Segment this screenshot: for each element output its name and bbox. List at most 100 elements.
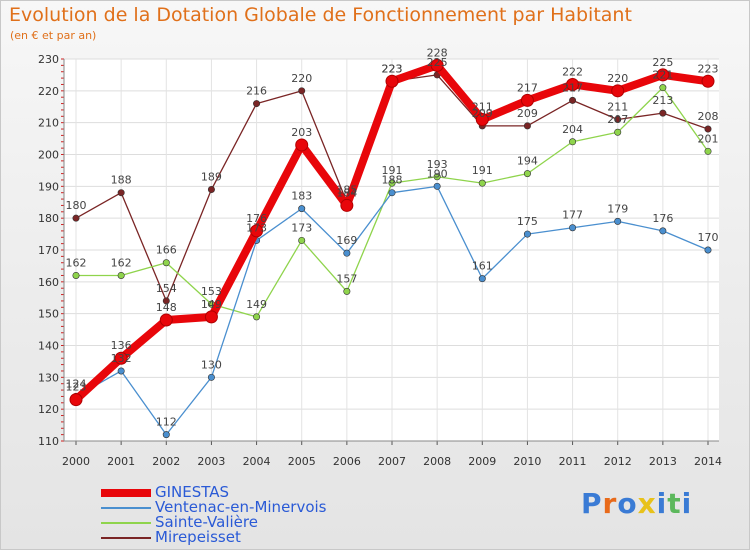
data-point xyxy=(475,112,489,126)
data-label: 189 xyxy=(201,171,222,184)
data-label: 225 xyxy=(427,56,448,69)
data-label: 153 xyxy=(201,285,222,298)
data-point xyxy=(343,287,351,295)
data-label: 203 xyxy=(291,126,312,139)
legend-swatch xyxy=(101,507,151,509)
x-tick-label: 2011 xyxy=(559,455,587,468)
x-tick-label: 2010 xyxy=(513,455,541,468)
data-point xyxy=(569,96,577,104)
y-tick-label: 120 xyxy=(38,403,59,416)
y-tick-label: 170 xyxy=(38,244,59,257)
y-tick-label: 220 xyxy=(38,85,59,98)
data-point xyxy=(614,115,622,123)
data-point xyxy=(340,198,354,212)
data-point xyxy=(611,84,625,98)
data-point xyxy=(569,138,577,146)
data-point xyxy=(295,138,309,152)
data-label: 173 xyxy=(291,221,312,234)
data-label: 184 xyxy=(336,186,357,199)
data-point xyxy=(614,128,622,136)
legend-label: Sainte-Valière xyxy=(155,513,258,531)
data-label: 183 xyxy=(291,190,312,203)
data-label: 213 xyxy=(652,94,673,107)
legend-label: GINESTAS xyxy=(155,483,230,501)
data-point xyxy=(159,313,173,327)
chart-title: Evolution de la Dotation Globale de Fonc… xyxy=(9,4,632,26)
y-tick-label: 230 xyxy=(38,53,59,66)
data-label: 149 xyxy=(201,298,222,311)
data-label: 223 xyxy=(382,62,403,75)
x-tick-label: 2005 xyxy=(288,455,316,468)
x-tick-label: 2008 xyxy=(423,455,451,468)
data-label: 157 xyxy=(336,272,357,285)
data-point xyxy=(117,367,125,375)
legend-item: Sainte-Valière xyxy=(101,513,361,531)
data-point xyxy=(162,431,170,439)
data-point xyxy=(298,205,306,213)
data-point xyxy=(388,179,396,187)
x-tick-label: 2012 xyxy=(604,455,632,468)
data-label: 221 xyxy=(652,69,673,82)
logo-letter: r xyxy=(602,487,618,520)
data-point xyxy=(659,84,667,92)
data-label: 191 xyxy=(472,164,493,177)
y-tick-label: 150 xyxy=(38,308,59,321)
data-label: 207 xyxy=(607,113,628,126)
y-tick-label: 210 xyxy=(38,117,59,130)
logo-letter: x xyxy=(637,487,657,520)
x-tick-label: 2014 xyxy=(694,455,722,468)
data-point xyxy=(207,373,215,381)
data-label: 190 xyxy=(427,167,448,180)
data-label: 194 xyxy=(517,155,538,168)
data-point xyxy=(704,147,712,155)
data-point xyxy=(117,189,125,197)
data-label: 201 xyxy=(698,132,719,145)
logo-letter: t xyxy=(667,487,682,520)
data-point xyxy=(523,170,531,178)
data-point xyxy=(701,74,715,88)
data-label: 132 xyxy=(111,352,132,365)
y-tick-label: 180 xyxy=(38,212,59,225)
data-label: 136 xyxy=(111,339,132,352)
x-tick-label: 2003 xyxy=(197,455,225,468)
data-label: 191 xyxy=(382,164,403,177)
data-label: 170 xyxy=(698,231,719,244)
data-label: 211 xyxy=(472,100,493,113)
data-point xyxy=(520,93,534,107)
y-tick-label: 110 xyxy=(38,435,59,448)
x-tick-label: 2001 xyxy=(107,455,135,468)
data-label: 208 xyxy=(698,110,719,123)
x-tick-label: 2002 xyxy=(152,455,180,468)
data-label: 177 xyxy=(562,209,583,222)
data-point xyxy=(298,87,306,95)
data-point xyxy=(478,275,486,283)
data-point xyxy=(659,227,667,235)
data-point xyxy=(614,217,622,225)
y-tick-label: 160 xyxy=(38,276,59,289)
data-point xyxy=(298,236,306,244)
data-label: 209 xyxy=(517,107,538,120)
data-label: 148 xyxy=(156,301,177,314)
legend-label: Mirepeisset xyxy=(155,528,241,546)
data-label: 176 xyxy=(652,212,673,225)
x-tick-label: 2004 xyxy=(243,455,271,468)
data-point xyxy=(566,77,580,91)
data-label: 222 xyxy=(562,65,583,78)
data-label: 166 xyxy=(156,244,177,257)
data-label: 169 xyxy=(336,234,357,247)
data-label: 130 xyxy=(201,358,222,371)
data-label: 188 xyxy=(382,174,403,187)
brand-logo: Proxiti xyxy=(581,487,692,520)
logo-letter: i xyxy=(681,487,693,520)
data-point xyxy=(433,182,441,190)
x-tick-label: 2013 xyxy=(649,455,677,468)
data-point xyxy=(478,179,486,187)
data-label: 185 xyxy=(336,183,357,196)
logo-letter: P xyxy=(581,487,603,520)
data-label: 193 xyxy=(427,158,448,171)
logo-letter: o xyxy=(617,487,638,520)
data-label: 217 xyxy=(517,81,538,94)
data-label: 220 xyxy=(291,72,312,85)
